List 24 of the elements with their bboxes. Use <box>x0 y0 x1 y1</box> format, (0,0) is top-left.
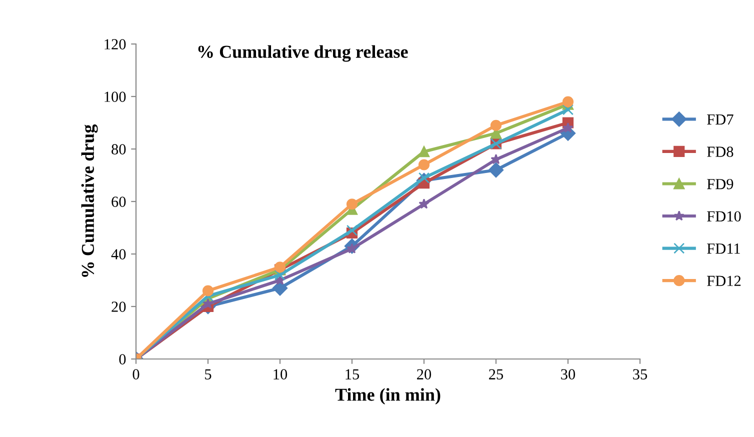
y-tick-label: 0 <box>119 354 126 364</box>
chart-title: % Cumulative drug release <box>198 45 408 62</box>
y-tick-label: 60 <box>112 196 126 207</box>
x-tick-label: 25 <box>489 369 504 380</box>
x-tick-label: 20 <box>417 369 432 380</box>
y-tick-label: 20 <box>112 302 126 312</box>
x-axis-title: Time (in min) <box>335 388 440 405</box>
x-tick-label: 30 <box>561 369 576 380</box>
x-tick-label: 15 <box>346 369 360 380</box>
y-tick-label: 40 <box>111 249 126 260</box>
y-tick-label: 120 <box>104 39 126 50</box>
y-axis-title: % Cumulative drug <box>81 124 98 277</box>
x-tick-label: 10 <box>274 369 288 380</box>
x-tick-label: 0 <box>132 369 140 380</box>
x-tick-label: 5 <box>205 369 212 380</box>
legend-label: FD7 <box>707 114 734 125</box>
y-tick-label: 80 <box>112 144 126 154</box>
x-tick-label: 35 <box>633 369 648 380</box>
legend-label: FD12 <box>707 276 741 286</box>
legend-label: FD9 <box>707 178 734 190</box>
legend-label: FD11 <box>707 244 740 254</box>
y-tick-label: 100 <box>104 92 126 102</box>
legend-label: FD8 <box>707 146 734 157</box>
legend-label: FD10 <box>707 211 741 222</box>
